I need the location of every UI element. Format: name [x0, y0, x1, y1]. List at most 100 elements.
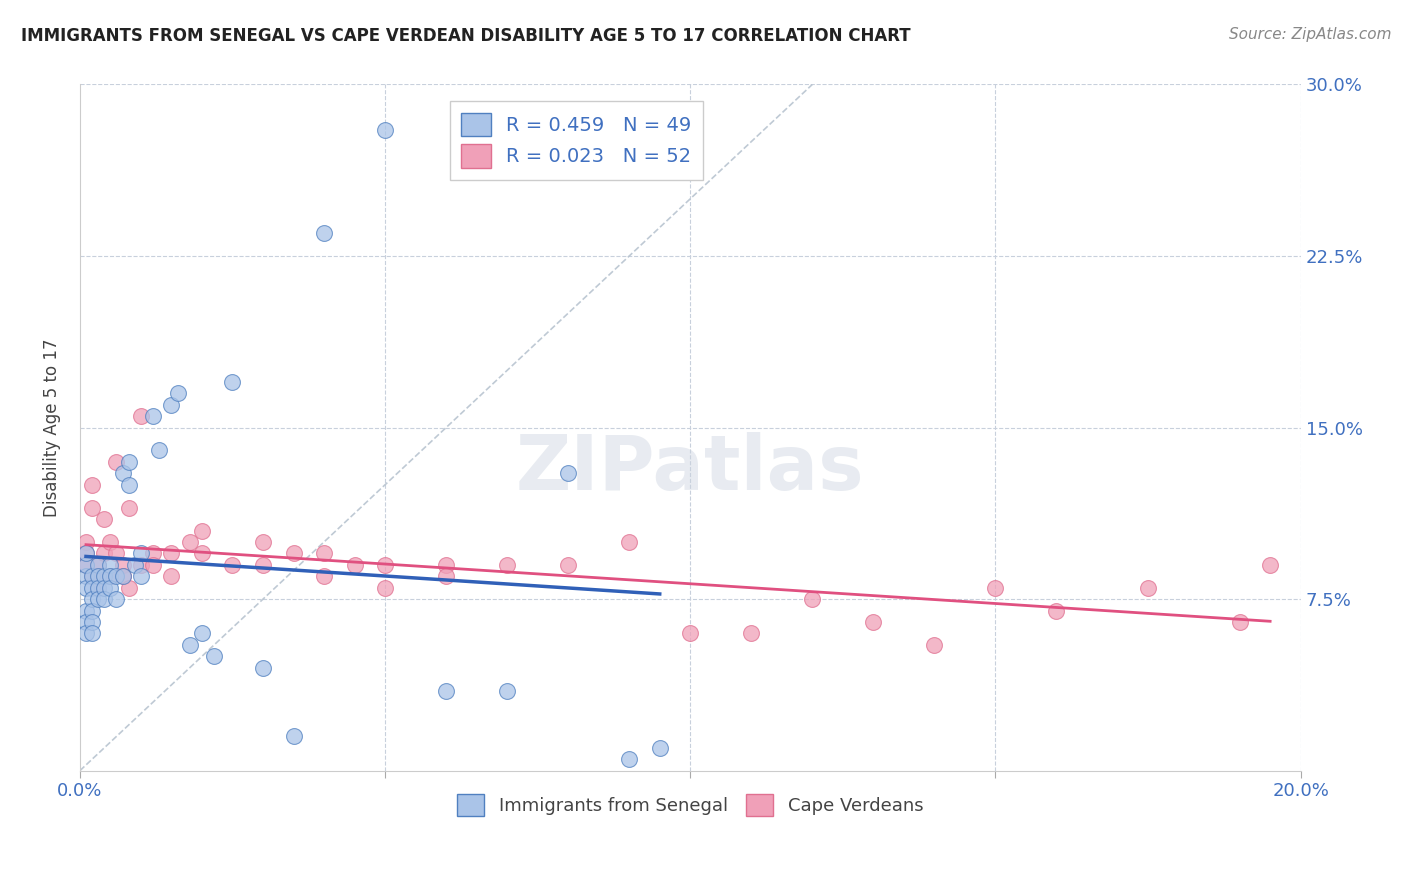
Point — [191, 524, 214, 538]
Point — [93, 581, 115, 595]
Point — [80, 477, 103, 491]
Point — [343, 558, 366, 572]
Point — [87, 581, 110, 595]
Point — [374, 558, 396, 572]
Point — [105, 569, 128, 583]
Text: IMMIGRANTS FROM SENEGAL VS CAPE VERDEAN DISABILITY AGE 5 TO 17 CORRELATION CHART: IMMIGRANTS FROM SENEGAL VS CAPE VERDEAN … — [21, 27, 911, 45]
Point — [434, 558, 457, 572]
Point — [1045, 603, 1067, 617]
Point — [111, 569, 134, 583]
Point — [179, 535, 201, 549]
Point — [93, 512, 115, 526]
Point — [801, 592, 824, 607]
Point — [191, 626, 214, 640]
Point — [252, 535, 274, 549]
Point — [100, 535, 122, 549]
Point — [75, 535, 97, 549]
Point — [374, 123, 396, 137]
Point — [93, 569, 115, 583]
Point — [75, 581, 97, 595]
Point — [93, 592, 115, 607]
Point — [129, 546, 152, 560]
Point — [148, 443, 170, 458]
Point — [105, 546, 128, 560]
Point — [252, 558, 274, 572]
Point — [118, 581, 141, 595]
Point — [105, 455, 128, 469]
Point — [75, 626, 97, 640]
Point — [87, 581, 110, 595]
Point — [124, 558, 146, 572]
Text: ZIPatlas: ZIPatlas — [516, 432, 865, 506]
Point — [142, 558, 165, 572]
Point — [252, 661, 274, 675]
Point — [80, 581, 103, 595]
Point — [80, 500, 103, 515]
Point — [75, 558, 97, 572]
Point — [100, 569, 122, 583]
Point — [129, 558, 152, 572]
Point — [557, 558, 579, 572]
Point — [93, 546, 115, 560]
Point — [80, 626, 103, 640]
Point — [80, 569, 103, 583]
Point — [312, 569, 335, 583]
Text: Source: ZipAtlas.com: Source: ZipAtlas.com — [1229, 27, 1392, 42]
Point — [496, 683, 519, 698]
Point — [142, 409, 165, 424]
Point — [740, 626, 762, 640]
Point — [142, 546, 165, 560]
Point — [984, 581, 1007, 595]
Point — [557, 467, 579, 481]
Point — [221, 558, 243, 572]
Point — [1137, 581, 1160, 595]
Point — [160, 546, 183, 560]
Point — [1229, 615, 1251, 629]
Point — [312, 546, 335, 560]
Point — [648, 740, 671, 755]
Point — [87, 569, 110, 583]
Point — [118, 477, 141, 491]
Point — [129, 569, 152, 583]
Point — [924, 638, 946, 652]
Point — [496, 558, 519, 572]
Point — [105, 592, 128, 607]
Point — [87, 592, 110, 607]
Point — [166, 386, 188, 401]
Point — [87, 569, 110, 583]
Point — [434, 683, 457, 698]
Point — [283, 546, 305, 560]
Point — [118, 455, 141, 469]
Point — [100, 581, 122, 595]
Point — [118, 500, 141, 515]
Point — [87, 558, 110, 572]
Point — [129, 409, 152, 424]
Point — [862, 615, 884, 629]
Point — [75, 615, 97, 629]
Point — [75, 546, 97, 560]
Point — [1258, 558, 1281, 572]
Point — [80, 615, 103, 629]
Point — [679, 626, 702, 640]
Legend: Immigrants from Senegal, Cape Verdeans: Immigrants from Senegal, Cape Verdeans — [450, 787, 931, 823]
Point — [312, 226, 335, 240]
Point — [111, 467, 134, 481]
Point — [160, 569, 183, 583]
Point — [160, 398, 183, 412]
Point — [283, 730, 305, 744]
Point — [202, 649, 225, 664]
Point — [179, 638, 201, 652]
Point — [619, 752, 641, 766]
Point — [111, 558, 134, 572]
Point — [619, 535, 641, 549]
Point — [80, 603, 103, 617]
Y-axis label: Disability Age 5 to 17: Disability Age 5 to 17 — [44, 338, 60, 516]
Point — [374, 581, 396, 595]
Point — [80, 592, 103, 607]
Point — [87, 558, 110, 572]
Point — [75, 558, 97, 572]
Point — [75, 546, 97, 560]
Point — [100, 558, 122, 572]
Point — [75, 603, 97, 617]
Point — [221, 375, 243, 389]
